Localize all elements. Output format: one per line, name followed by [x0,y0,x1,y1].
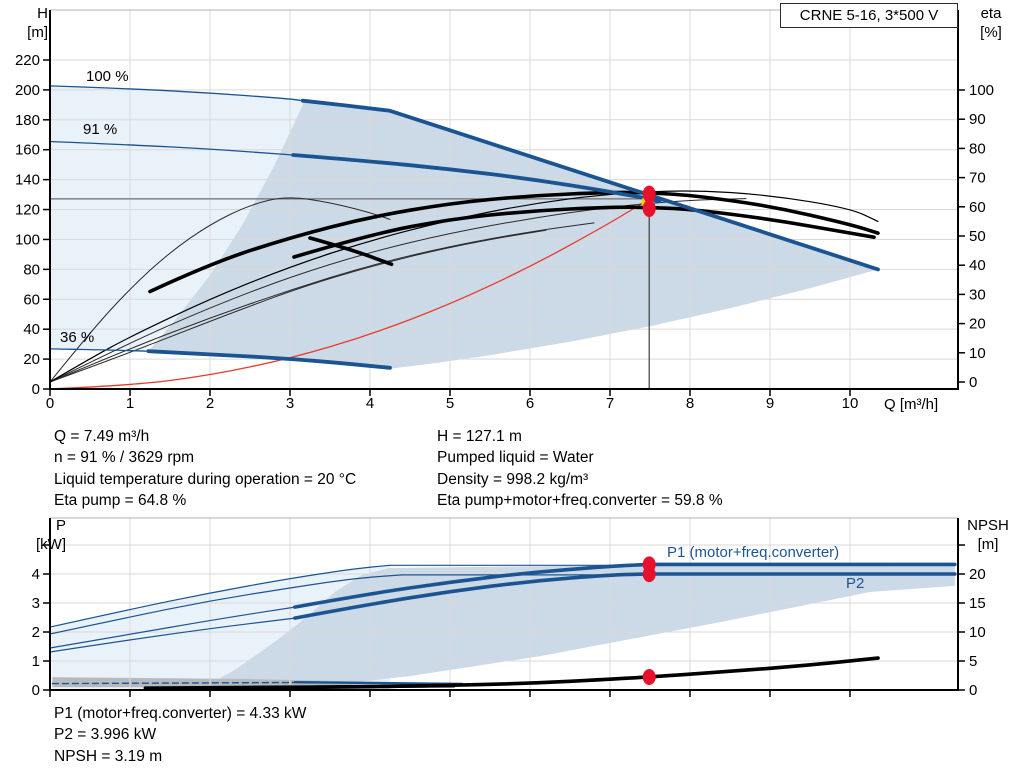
tick-label: 60 [23,291,40,308]
data-text-line: Liquid temperature during operation = 20… [54,470,357,488]
data-text-line: P1 (motor+freq.converter) = 4.33 kW [54,705,307,722]
eta-pump-91 [148,190,880,294]
tick-label: 40 [23,321,40,338]
p1-91-thick [293,562,651,609]
tick-label: 0 [32,682,40,699]
tick-label: 100 [969,82,994,99]
envelope-all-speeds [50,85,303,352]
tick-label: 180 [15,112,40,129]
p-axis-title: P [kW] [36,517,66,553]
duty-data-right-column: H = 127.1 m Pumped liquid = Water Density … [437,426,723,512]
tick-label: 1 [126,395,134,412]
duty-marker-eta [642,199,656,217]
data-text-line: Eta pump = 64.8 % [54,492,187,510]
tick-label: 20 [969,316,986,333]
tick-label: 2 [32,624,40,641]
tick-label: 10 [842,395,859,412]
tick-label: 20 [969,566,986,583]
tick-label: 100 [15,231,40,248]
tick-label: 50 [969,228,986,245]
qh-100-thick [300,98,880,272]
p1-curve-label: P1 (motor+freq.converter) [667,544,840,561]
tick-label: 5 [446,395,454,412]
data-text-line: NPSH = 3.19 m [54,747,163,765]
data-text-line: P2 = 3.996 kW [54,726,157,744]
tick-label: 80 [23,261,40,278]
eta-axis-title: eta [%] [980,5,1002,41]
data-text-line: H = 127.1 m [437,428,522,445]
tick-label: 120 [15,202,40,219]
tick-label: 6 [526,395,534,412]
q-axis-title: Q [m³/h] [884,396,939,413]
qh-36-thick [146,349,392,370]
p2-91-thin [49,617,296,653]
tick-label: 8 [686,395,694,412]
duty-marker-npsh [642,669,656,686]
tick-label: 90 [969,111,986,128]
eta-fan-low-speed [49,197,391,383]
tick-label: 5 [969,653,977,670]
duty-marker-p2 [642,566,656,583]
tick-label: 80 [969,140,986,157]
tick-label: 1 [32,653,40,670]
tick-label: 140 [15,172,40,189]
data-text-line: Eta pump+motor+freq.converter = 59.8 % [437,492,723,510]
p2-curve-label: P2 [846,575,865,592]
npsh-envelope-solid [293,681,464,686]
tick-label: 0 [969,374,977,391]
speed-label-36: 36 % [60,329,95,346]
tick-label: 0 [32,381,40,398]
eta-fan-3 [49,222,595,383]
speed-label-100: 100 % [86,68,129,85]
tick-label: 4 [366,395,374,412]
data-text-line: Q = 7.49 m³/h [54,428,150,445]
pump-title-box: CRNE 5-16, 3*500 V [780,3,958,28]
tick-label: 70 [969,170,986,187]
qh-100-thin [49,85,304,102]
power-envelope-dark [200,565,955,690]
power-data-column: P1 (motor+freq.converter) = 4.33 kW P2 = … [54,703,306,767]
qh-91-thick [291,153,662,204]
duty-data-left-column: Q = 7.49 m³/h n = 91 % / 3629 rpm Liquid t… [54,426,356,512]
tick-label: 2 [206,395,214,412]
p1-100-rise [49,564,391,628]
affinity-parabola [49,194,657,390]
tick-label: 10 [969,345,986,362]
tick-label: 60 [969,199,986,216]
p1-91-thin [49,606,296,649]
npsh-curve [144,656,880,691]
tick-label: 160 [15,142,40,159]
tick-label: 0 [46,395,54,412]
tick-label: 10 [969,624,986,641]
npsh-axis-title: NPSH [m] [967,517,1009,553]
speed-label-91: 91 % [83,121,118,138]
tick-label: 3 [286,395,294,412]
tick-label: 220 [15,52,40,69]
tick-label: 15 [969,595,986,612]
qh-36-thin [49,348,150,352]
eta-total-91 [292,205,876,259]
tick-label: 9 [766,395,774,412]
p2-100-rise [49,574,403,635]
eta-tail-segment [308,236,394,267]
data-text-line: Density = 998.2 kg/m³ [437,470,589,488]
data-text-line: Pumped liquid = Water [437,449,594,467]
duty-marker-head [642,185,656,203]
qh-91-thin [49,140,294,156]
data-text-line: n = 91 % / 3629 rpm [54,449,195,467]
p2-91-thick [293,572,651,620]
tick-label: 7 [606,395,614,412]
tick-label: 40 [969,257,986,274]
h-axis-title: H [m] [27,5,48,41]
tick-label: 3 [32,595,40,612]
eta-fan-4 [49,229,547,383]
tick-label: 0 [969,682,977,699]
tick-label: 200 [15,82,40,99]
tick-label: 20 [23,351,40,368]
tick-label: 30 [969,286,986,303]
npsh-envelope-dashed [51,681,296,685]
tick-label: 4 [32,566,40,583]
